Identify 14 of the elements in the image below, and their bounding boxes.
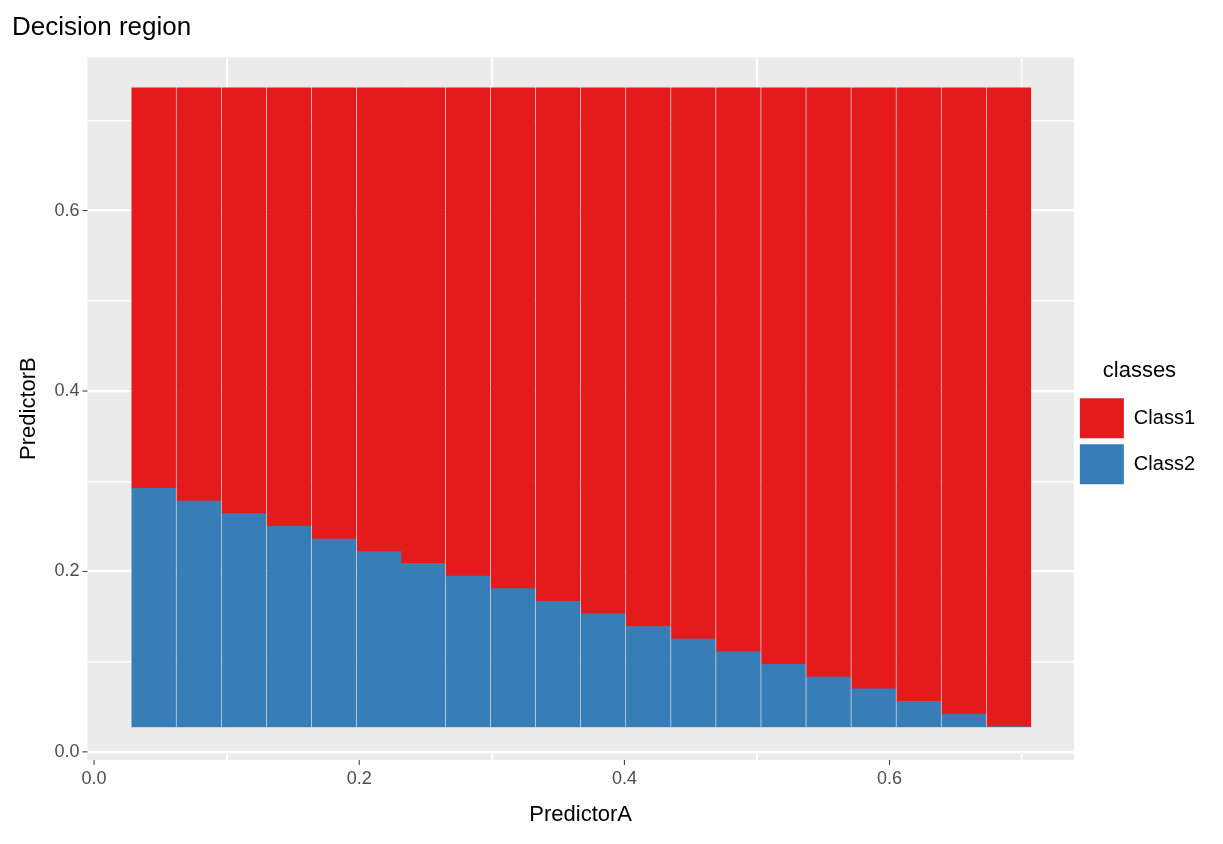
y-tick-label: 0.6	[54, 199, 80, 220]
y-tick-label: 0.2	[54, 560, 80, 581]
x-tick-label: 0.6	[877, 767, 903, 788]
y-axis-title: PredictorB	[15, 357, 41, 460]
x-tick-label: 0.2	[346, 767, 372, 788]
chart-title: Decision region	[12, 10, 192, 41]
y-tick-label: 0.4	[54, 379, 80, 400]
y-tick-label: 0.0	[54, 740, 80, 761]
x-tick-label: 0.0	[81, 767, 107, 788]
x-tick-label: 0.4	[611, 767, 637, 788]
legend-label: Class1	[1133, 405, 1196, 428]
legend-title: classes	[1102, 356, 1177, 382]
legend-label: Class2	[1133, 451, 1196, 474]
x-axis-title: PredictorA	[529, 800, 633, 826]
